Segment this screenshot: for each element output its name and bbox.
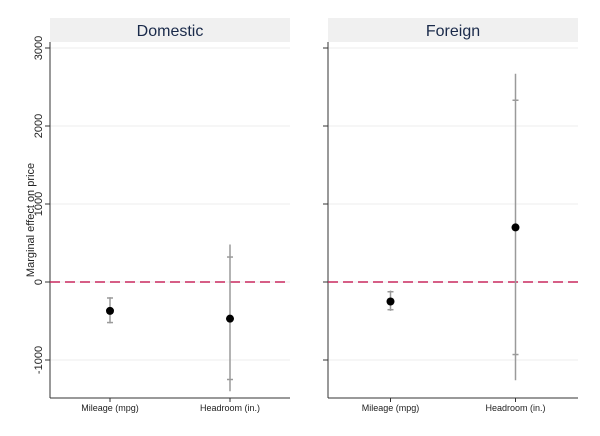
panel-title: Foreign — [426, 23, 480, 40]
y-tick-label: 0 — [33, 279, 45, 285]
y-axis-title: Marginal effect on price — [25, 163, 37, 277]
y-tick-label: 1000 — [33, 192, 45, 216]
y-tick-label: 3000 — [33, 36, 45, 60]
x-tick-label: Mileage (mpg) — [362, 403, 420, 413]
point-estimate — [386, 297, 395, 306]
x-tick-label: Mileage (mpg) — [81, 403, 139, 413]
y-tick-label: -1000 — [33, 346, 45, 374]
x-tick-label: Headroom (in.) — [200, 403, 260, 413]
y-tick-label: 2000 — [33, 114, 45, 138]
panel-header — [328, 18, 578, 42]
x-tick-label: Headroom (in.) — [485, 403, 545, 413]
panel-domestic: Domestic -1000 0 1000 2000 3000 Mileage (mpg) H… — [33, 18, 290, 413]
point-estimate — [226, 314, 234, 323]
panel-title: Domestic — [137, 23, 204, 40]
panel-header — [50, 18, 290, 42]
point-estimate — [511, 223, 520, 232]
point-estimate — [106, 306, 114, 315]
panel-foreign: Foreign Mileage (mpg) Headroom (in.) — [323, 18, 578, 413]
